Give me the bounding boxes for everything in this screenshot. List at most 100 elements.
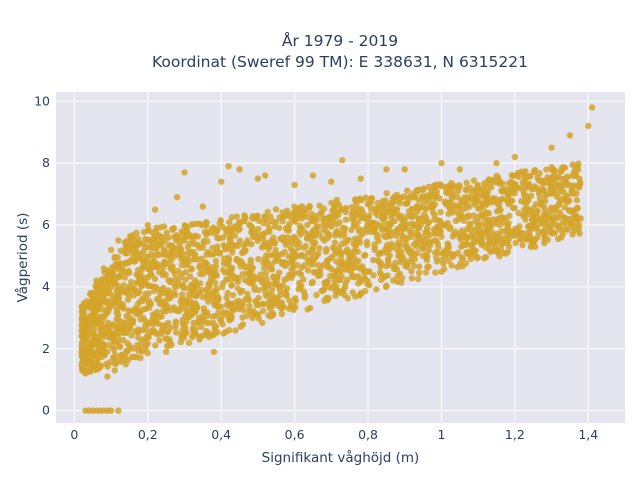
scatter-point — [209, 313, 216, 320]
scatter-point — [276, 269, 283, 276]
scatter-point — [387, 199, 394, 207]
scatter-point — [235, 297, 242, 305]
scatter-point — [232, 224, 239, 232]
scatter-point — [78, 320, 86, 327]
scatter-point — [243, 295, 251, 303]
scatter-point — [153, 264, 161, 271]
scatter-point — [484, 210, 491, 217]
scatter-point — [383, 190, 390, 197]
scatter-point — [264, 208, 271, 215]
scatter-point — [313, 212, 320, 219]
scatter-point — [479, 186, 486, 193]
scatter-point — [569, 161, 576, 168]
scatter-point — [244, 278, 251, 285]
scatter-point — [190, 221, 197, 228]
scatter-point — [467, 255, 475, 263]
scatter-point — [386, 208, 394, 215]
scatter-point — [474, 181, 481, 189]
scatter-point — [236, 257, 244, 264]
scatter-point — [483, 197, 490, 204]
scatter-point — [158, 330, 165, 337]
scatter-point — [279, 209, 286, 216]
scatter-point — [479, 234, 486, 242]
scatter-point — [556, 209, 564, 216]
scatter-point — [475, 228, 482, 235]
scatter-point — [553, 193, 561, 200]
scatter-point — [284, 239, 291, 247]
scatter-point — [78, 327, 85, 334]
scatter-point — [588, 104, 596, 111]
scatter-point — [199, 203, 206, 210]
scatter-point — [262, 283, 269, 291]
scatter-point — [219, 312, 227, 319]
scatter-point — [264, 242, 271, 249]
scatter-point — [154, 233, 161, 240]
scatter-point — [422, 205, 429, 212]
scatter-point — [341, 225, 348, 232]
scatter-point — [142, 291, 149, 298]
scatter-point — [540, 211, 547, 219]
scatter-point — [266, 305, 274, 312]
scatter-point — [369, 221, 376, 228]
scatter-point — [461, 194, 469, 201]
scatter-point — [359, 230, 366, 238]
scatter-point — [504, 222, 511, 229]
scatter-point — [260, 231, 267, 238]
scatter-point — [352, 206, 359, 214]
scatter-point — [309, 232, 317, 239]
scatter-point — [124, 296, 132, 303]
scatter-point — [343, 248, 350, 256]
chart-title: Koordinat (Sweref 99 TM): E 338631, N 63… — [152, 53, 528, 71]
scatter-point — [94, 354, 102, 361]
scatter-point — [209, 291, 216, 298]
scatter-point — [104, 363, 111, 370]
scatter-point — [451, 183, 458, 190]
scatter-point — [468, 196, 476, 204]
scatter-point — [305, 257, 312, 265]
scatter-point — [432, 269, 439, 276]
scatter-point — [255, 256, 262, 263]
scatter-point — [137, 354, 144, 362]
scatter-point — [132, 239, 140, 246]
scatter-point — [280, 303, 287, 311]
scatter-point — [171, 305, 178, 313]
scatter-point — [190, 240, 197, 247]
scatter-point — [119, 323, 127, 330]
x-tick-label: 1 — [437, 427, 445, 442]
scatter-point — [206, 319, 213, 327]
scatter-point — [119, 336, 127, 344]
scatter-point — [291, 295, 299, 302]
scatter-point — [310, 269, 318, 276]
scatter-point — [283, 285, 291, 292]
scatter-point — [130, 292, 137, 299]
scatter-point — [557, 226, 564, 233]
scatter-point — [96, 339, 104, 346]
scatter-point — [502, 250, 510, 257]
scatter-point — [487, 224, 494, 232]
scatter-point — [181, 330, 188, 337]
scatter-point — [215, 295, 222, 302]
x-tick-label: 1,4 — [578, 427, 598, 442]
scatter-point — [110, 322, 117, 329]
scatter-point — [539, 216, 546, 224]
scatter-point — [275, 282, 282, 289]
scatter-point — [446, 199, 453, 206]
scatter-point — [165, 287, 172, 294]
scatter-point — [298, 207, 306, 214]
scatter-point — [159, 286, 166, 293]
scatter-point — [417, 221, 425, 228]
scatter-point — [239, 287, 246, 294]
scatter-point — [308, 210, 315, 217]
scatter-point — [374, 199, 381, 206]
scatter-point — [431, 249, 439, 256]
scatter-point — [442, 183, 449, 191]
scatter-point — [394, 226, 401, 233]
scatter-point — [249, 233, 257, 240]
scatter-point — [445, 257, 452, 264]
scatter-point — [298, 215, 305, 222]
scatter-point — [219, 280, 227, 287]
scatter-point — [169, 267, 176, 274]
scatter-point — [140, 240, 147, 248]
scatter-point — [97, 362, 104, 369]
